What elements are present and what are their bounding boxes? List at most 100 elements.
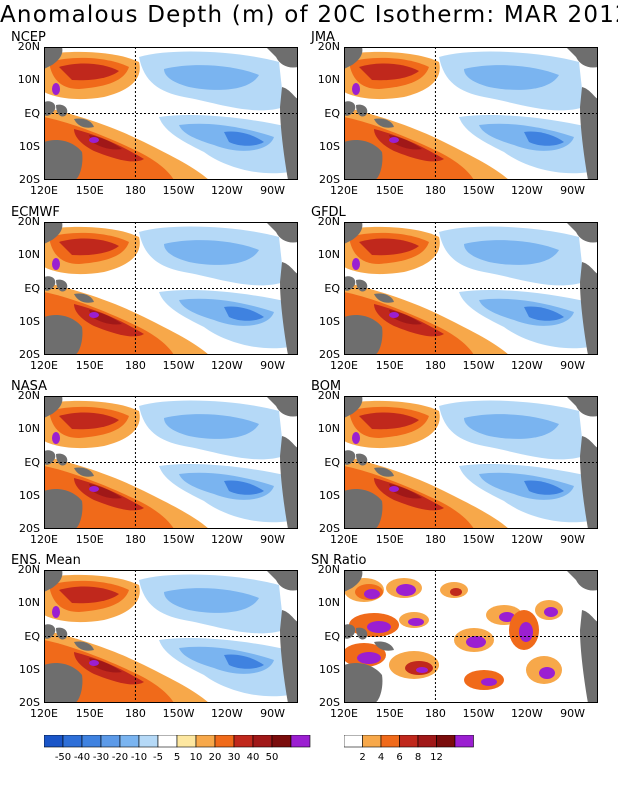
x-tick-label: 90W	[260, 184, 286, 197]
map-panel: BOM 20N 10N EQ 10S 20S 120E 150E 180 150W 120W 90W	[300, 379, 600, 554]
x-tick-label: 120E	[330, 359, 358, 372]
colorbar-swatch	[157, 735, 178, 748]
y-tick-label: 20N	[17, 563, 40, 576]
x-tick-label: 90W	[560, 359, 586, 372]
figure-title: Anomalous Depth (m) of 20C Isotherm: MAR…	[0, 2, 618, 28]
colorbar-swatch	[344, 735, 363, 748]
y-tick-label: EQ	[324, 455, 340, 469]
colorbar-label: -5	[153, 752, 163, 763]
y-tick-label: 10N	[17, 73, 40, 87]
colorbar-swatch	[252, 735, 273, 748]
x-tick-label: 90W	[260, 359, 286, 372]
y-tick-label: 20S	[319, 173, 340, 186]
y-tick-label: 20S	[19, 348, 40, 361]
x-tick-label: 180	[424, 707, 446, 720]
x-tick-label: 120W	[510, 533, 543, 546]
y-tick-label: EQ	[324, 106, 340, 120]
colorbar-label: 6	[396, 752, 403, 763]
x-tick-label: 120E	[330, 707, 358, 720]
x-tick-label: 90W	[260, 707, 286, 720]
y-tick-label: 20S	[319, 522, 340, 535]
y-tick-label: EQ	[324, 629, 340, 643]
x-tick-label: 150E	[375, 707, 404, 720]
y-tick-label: EQ	[24, 455, 40, 469]
colorbar-swatch	[195, 735, 216, 748]
x-tick-label: 180	[124, 533, 146, 546]
colorbar-swatch	[417, 735, 437, 748]
colorbar-swatch	[362, 735, 382, 748]
x-tick-label: 150E	[375, 359, 404, 372]
anomaly-map	[44, 570, 298, 703]
colorbar-label: 2	[359, 752, 366, 763]
colorbar-label: -30	[92, 752, 110, 763]
panel-label: JMA	[311, 30, 335, 45]
colorbar-label: -10	[130, 752, 148, 763]
x-tick-label: 120W	[210, 184, 243, 197]
colorbar-swatch	[44, 735, 64, 748]
map-panel: JMA 20N 10N EQ 10S 20S 120E 150E 180 150W 120W 90W	[300, 30, 600, 205]
y-tick-label: 10S	[19, 139, 40, 153]
y-tick-label: EQ	[24, 629, 40, 643]
y-tick-label: 20N	[17, 389, 40, 402]
y-tick-label: 10S	[19, 488, 40, 502]
y-tick-label: 10S	[319, 662, 340, 676]
map-panel: GFDL 20N 10N EQ 10S 20S 120E 150E 180 150W 120W 90W	[300, 205, 600, 380]
y-tick-label: 10S	[19, 662, 40, 676]
y-tick-label: 10N	[317, 73, 340, 87]
colorbar-label: 50	[265, 752, 279, 763]
colorbar-label: 20	[208, 752, 222, 763]
x-tick-label: 120E	[30, 359, 58, 372]
anomaly-map	[44, 396, 298, 529]
colorbar-swatch	[62, 735, 83, 748]
x-tick-label: 90W	[560, 707, 586, 720]
y-tick-label: 20S	[19, 696, 40, 709]
x-tick-label: 180	[124, 707, 146, 720]
x-tick-label: 120E	[30, 707, 58, 720]
y-tick-label: 20S	[19, 173, 40, 186]
y-tick-label: 10S	[319, 314, 340, 328]
map-panel: NCEP 20N 10N EQ 10S 20S 120E 150E 180 150W 120W 90W	[0, 30, 300, 205]
x-tick-label: 120E	[330, 533, 358, 546]
x-tick-label: 150W	[462, 359, 495, 372]
y-tick-label: 20N	[317, 215, 340, 228]
panel-label: SN Ratio	[311, 553, 367, 568]
colorbar-swatch	[176, 735, 197, 748]
x-tick-label: 150E	[75, 184, 104, 197]
panel-label: NASA	[11, 379, 48, 394]
x-tick-label: 90W	[560, 184, 586, 197]
panel-label: ECMWF	[11, 205, 60, 220]
colorbar-swatch	[119, 735, 140, 748]
x-tick-label: 150E	[75, 359, 104, 372]
x-tick-label: 90W	[560, 533, 586, 546]
colorbar-swatch	[100, 735, 121, 748]
panel-label: ENS. Mean	[11, 553, 81, 568]
anomaly-map	[344, 222, 598, 355]
x-tick-label: 90W	[260, 533, 286, 546]
x-tick-label: 150E	[375, 184, 404, 197]
map-panel: ENS. Mean 20N 10N EQ 10S 20S 120E 150E 180 150W 12…	[0, 553, 300, 728]
x-tick-label: 150W	[162, 184, 195, 197]
y-tick-label: 20S	[19, 522, 40, 535]
colorbar-label: 40	[246, 752, 260, 763]
x-tick-label: 150E	[75, 707, 104, 720]
anomaly-map	[44, 47, 298, 180]
colorbar-swatch	[271, 735, 292, 748]
y-tick-label: 20S	[319, 348, 340, 361]
x-tick-label: 150E	[375, 533, 404, 546]
anomaly-colorbar	[44, 735, 311, 748]
panel-label: GFDL	[311, 205, 346, 220]
map-panel: SN Ratio 20N 10N EQ 10S 20S 120E 150E 180 150W 120…	[300, 553, 600, 728]
y-tick-label: 10S	[19, 314, 40, 328]
y-tick-label: 10N	[17, 596, 40, 610]
x-tick-label: 180	[424, 533, 446, 546]
y-tick-label: 20N	[317, 40, 340, 53]
x-tick-label: 150W	[462, 707, 495, 720]
colorbar-swatch	[138, 735, 159, 748]
x-tick-label: 180	[124, 359, 146, 372]
colorbar-label: 4	[377, 752, 385, 763]
y-tick-label: 20N	[317, 563, 340, 576]
colorbar-label: -50	[54, 752, 72, 763]
x-tick-label: 150W	[162, 707, 195, 720]
colorbar-swatch	[233, 735, 254, 748]
x-tick-label: 120E	[30, 184, 58, 197]
